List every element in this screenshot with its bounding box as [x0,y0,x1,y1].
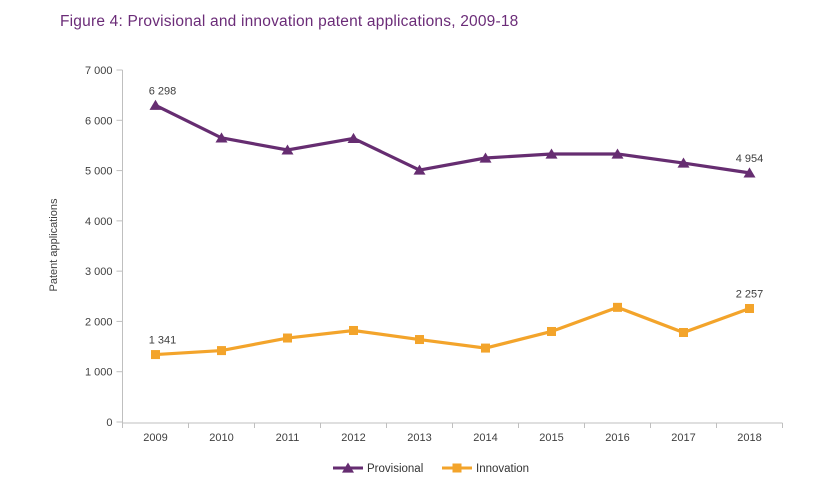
provisional-marker [677,157,690,168]
innovation-marker [151,350,160,360]
y-tick-label: 4 000 [85,216,113,228]
provisional-marker [347,132,360,143]
innovation-marker [679,327,688,337]
legend-marker-innovation [452,463,462,473]
y-axis-title: Patent applications [48,198,60,291]
legend-marker-provisional [342,462,354,473]
x-tick-label: 2016 [605,432,629,444]
provisional-marker [413,164,426,175]
x-tick-label: 2011 [276,432,300,444]
provisional-series-line [154,103,750,175]
y-tick-label: 7 000 [85,65,113,77]
provisional-marker [611,148,624,159]
provisional-marker [281,144,294,155]
y-tick-label: 2 000 [85,316,113,328]
innovation-series-line [155,305,751,357]
provisional-last-value-label: 4 954 [736,153,764,165]
innovation-marker [217,346,226,356]
legend-label-innovation: Innovation [476,463,529,475]
chart-legend: Provisional Innovation [333,462,529,475]
y-tick-label: 5 000 [85,166,113,178]
x-tick-label: 2009 [143,432,167,444]
x-tick-label: 2012 [341,432,365,444]
y-tick-label: 3 000 [85,266,113,278]
x-tick-label: 2013 [407,432,431,444]
innovation-marker [613,302,622,312]
x-tick-label: 2015 [539,432,563,444]
innovation-marker [547,326,556,336]
provisional-marker [479,152,492,163]
innovation-marker [349,325,358,335]
legend-label-provisional: Provisional [367,463,423,475]
provisional-marker [743,167,756,178]
provisional-marker [149,99,162,110]
innovation-marker [745,304,754,314]
y-tick-label: 0 [106,417,112,429]
y-tick-label: 6 000 [85,115,113,127]
x-tick-label: 2018 [737,432,761,444]
axes-layer: 0 1 000 2 000 3 000 4 000 5 000 6 000 7 000 2009… [85,65,783,444]
provisional-first-value-label: 6 298 [149,85,177,97]
innovation-marker [481,343,490,353]
x-tick-label: 2010 [209,432,233,444]
chart-title: Figure 4: Provisional and innovation pat… [60,13,519,30]
x-tick-label: 2017 [671,432,695,444]
innovation-marker [283,333,292,343]
innovation-last-value-label: 2 257 [736,289,764,301]
y-tick-label: 1 000 [85,367,113,379]
innovation-marker [415,335,424,345]
provisional-marker [215,132,228,143]
series-layer: 6 298 4 954 1 341 2 257 [149,85,764,360]
provisional-marker [545,148,558,159]
x-tick-label: 2014 [473,432,497,444]
innovation-first-value-label: 1 341 [149,335,177,347]
